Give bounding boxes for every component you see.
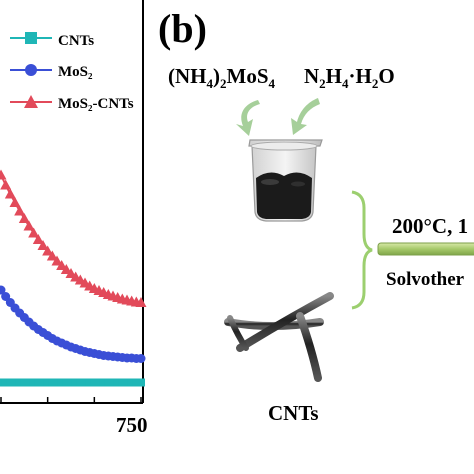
data-point-cnts: [81, 378, 89, 387]
synthesis-scheme: (b) (NH4)2MoS4 N2H4·H2O 200°C, 1 Solvoth…: [158, 6, 474, 425]
beaker-icon: [248, 139, 323, 222]
data-point-mos2: [0, 285, 6, 295]
data-point-mos2-cnts: [32, 234, 44, 244]
reaction-method: Solvother: [386, 269, 465, 290]
data-point-mos2-cnts: [51, 255, 63, 266]
series-layer: [0, 169, 147, 387]
data-point-cnts: [62, 378, 71, 387]
data-point-cnts: [6, 378, 15, 387]
data-point-cnts: [137, 378, 145, 387]
data-point-mos2-cnts: [42, 245, 54, 256]
reaction-arrow-shaft: [377, 242, 474, 256]
data-point-cnts: [53, 378, 61, 387]
data-point-mos2-cnts: [0, 179, 12, 190]
carbon-nanotubes-icon: [224, 292, 334, 382]
line-plot: 0 750 CNTs MoS₂ MoS₂-CNTs: [0, 0, 148, 437]
data-point-cnts: [113, 378, 122, 387]
data-point-cnts: [95, 378, 103, 387]
reagent-ammonium-thiomolybdate: (NH4)2MoS4: [168, 64, 276, 91]
series-line-mos2-cnts: [0, 174, 142, 304]
data-point-cnts: [34, 378, 43, 387]
data-point-mos2-cnts: [46, 250, 58, 261]
data-point-cnts: [109, 378, 117, 387]
reagent-hydrazine-hydrate: N2H4·H2O: [304, 64, 395, 91]
data-point-mos2-cnts: [14, 205, 26, 216]
data-point-cnts: [99, 378, 108, 387]
data-point-cnts: [118, 378, 127, 387]
data-point-cnts: [85, 378, 94, 387]
x-ticks: [0, 397, 142, 403]
legend-label-cnts: CNTs: [58, 33, 94, 49]
data-point-cnts: [29, 378, 38, 387]
legend-item-mos2: MoS₂: [10, 64, 93, 80]
data-point-mos2-cnts: [0, 169, 7, 180]
data-point-cnts: [76, 378, 85, 387]
data-point-cnts: [67, 378, 75, 387]
data-point-mos2-cnts: [135, 297, 147, 307]
data-point-mos2-cnts: [4, 188, 16, 199]
data-point-mos2-cnts: [18, 213, 30, 223]
data-point-cnts: [1, 378, 10, 387]
data-point-cnts: [104, 378, 113, 387]
data-point-cnts: [25, 378, 33, 387]
curly-brace: [351, 190, 373, 310]
data-point-cnts: [15, 378, 24, 387]
data-point-cnts: [127, 378, 136, 387]
data-point-cnts: [48, 378, 57, 387]
data-point-mos2-cnts: [23, 220, 35, 231]
data-point-cnts: [20, 378, 29, 387]
data-point-mos2: [136, 354, 146, 363]
right-pour-arrow: [291, 98, 320, 135]
data-point-mos2-cnts: [37, 240, 49, 250]
panel-b-label: (b): [158, 6, 207, 51]
data-point-cnts: [132, 378, 141, 387]
legend: CNTs MoS₂ MoS₂-CNTs: [10, 32, 134, 112]
data-point-cnts: [39, 378, 47, 387]
legend-item-mos2-cnts: MoS₂-CNTs: [10, 95, 134, 112]
x-tick-label-750: 750: [116, 413, 148, 437]
cnts-label: CNTs: [268, 401, 319, 425]
left-pour-arrow: [236, 100, 260, 136]
data-point-mos2-cnts: [9, 197, 21, 207]
data-point-cnts: [123, 378, 131, 387]
data-point-cnts: [11, 378, 19, 387]
data-point-cnts: [71, 378, 80, 387]
data-point-cnts: [90, 378, 99, 387]
reaction-condition: 200°C, 1: [392, 214, 468, 238]
data-point-mos2-cnts: [28, 227, 40, 238]
x-tick-label-0: 0: [0, 413, 1, 437]
data-point-cnts: [57, 378, 66, 387]
legend-label-mos2: MoS₂: [58, 64, 93, 80]
legend-label-mos2-cnts: MoS₂-CNTs: [58, 96, 134, 112]
data-point-cnts: [43, 378, 52, 387]
legend-item-cnts: CNTs: [10, 32, 94, 49]
